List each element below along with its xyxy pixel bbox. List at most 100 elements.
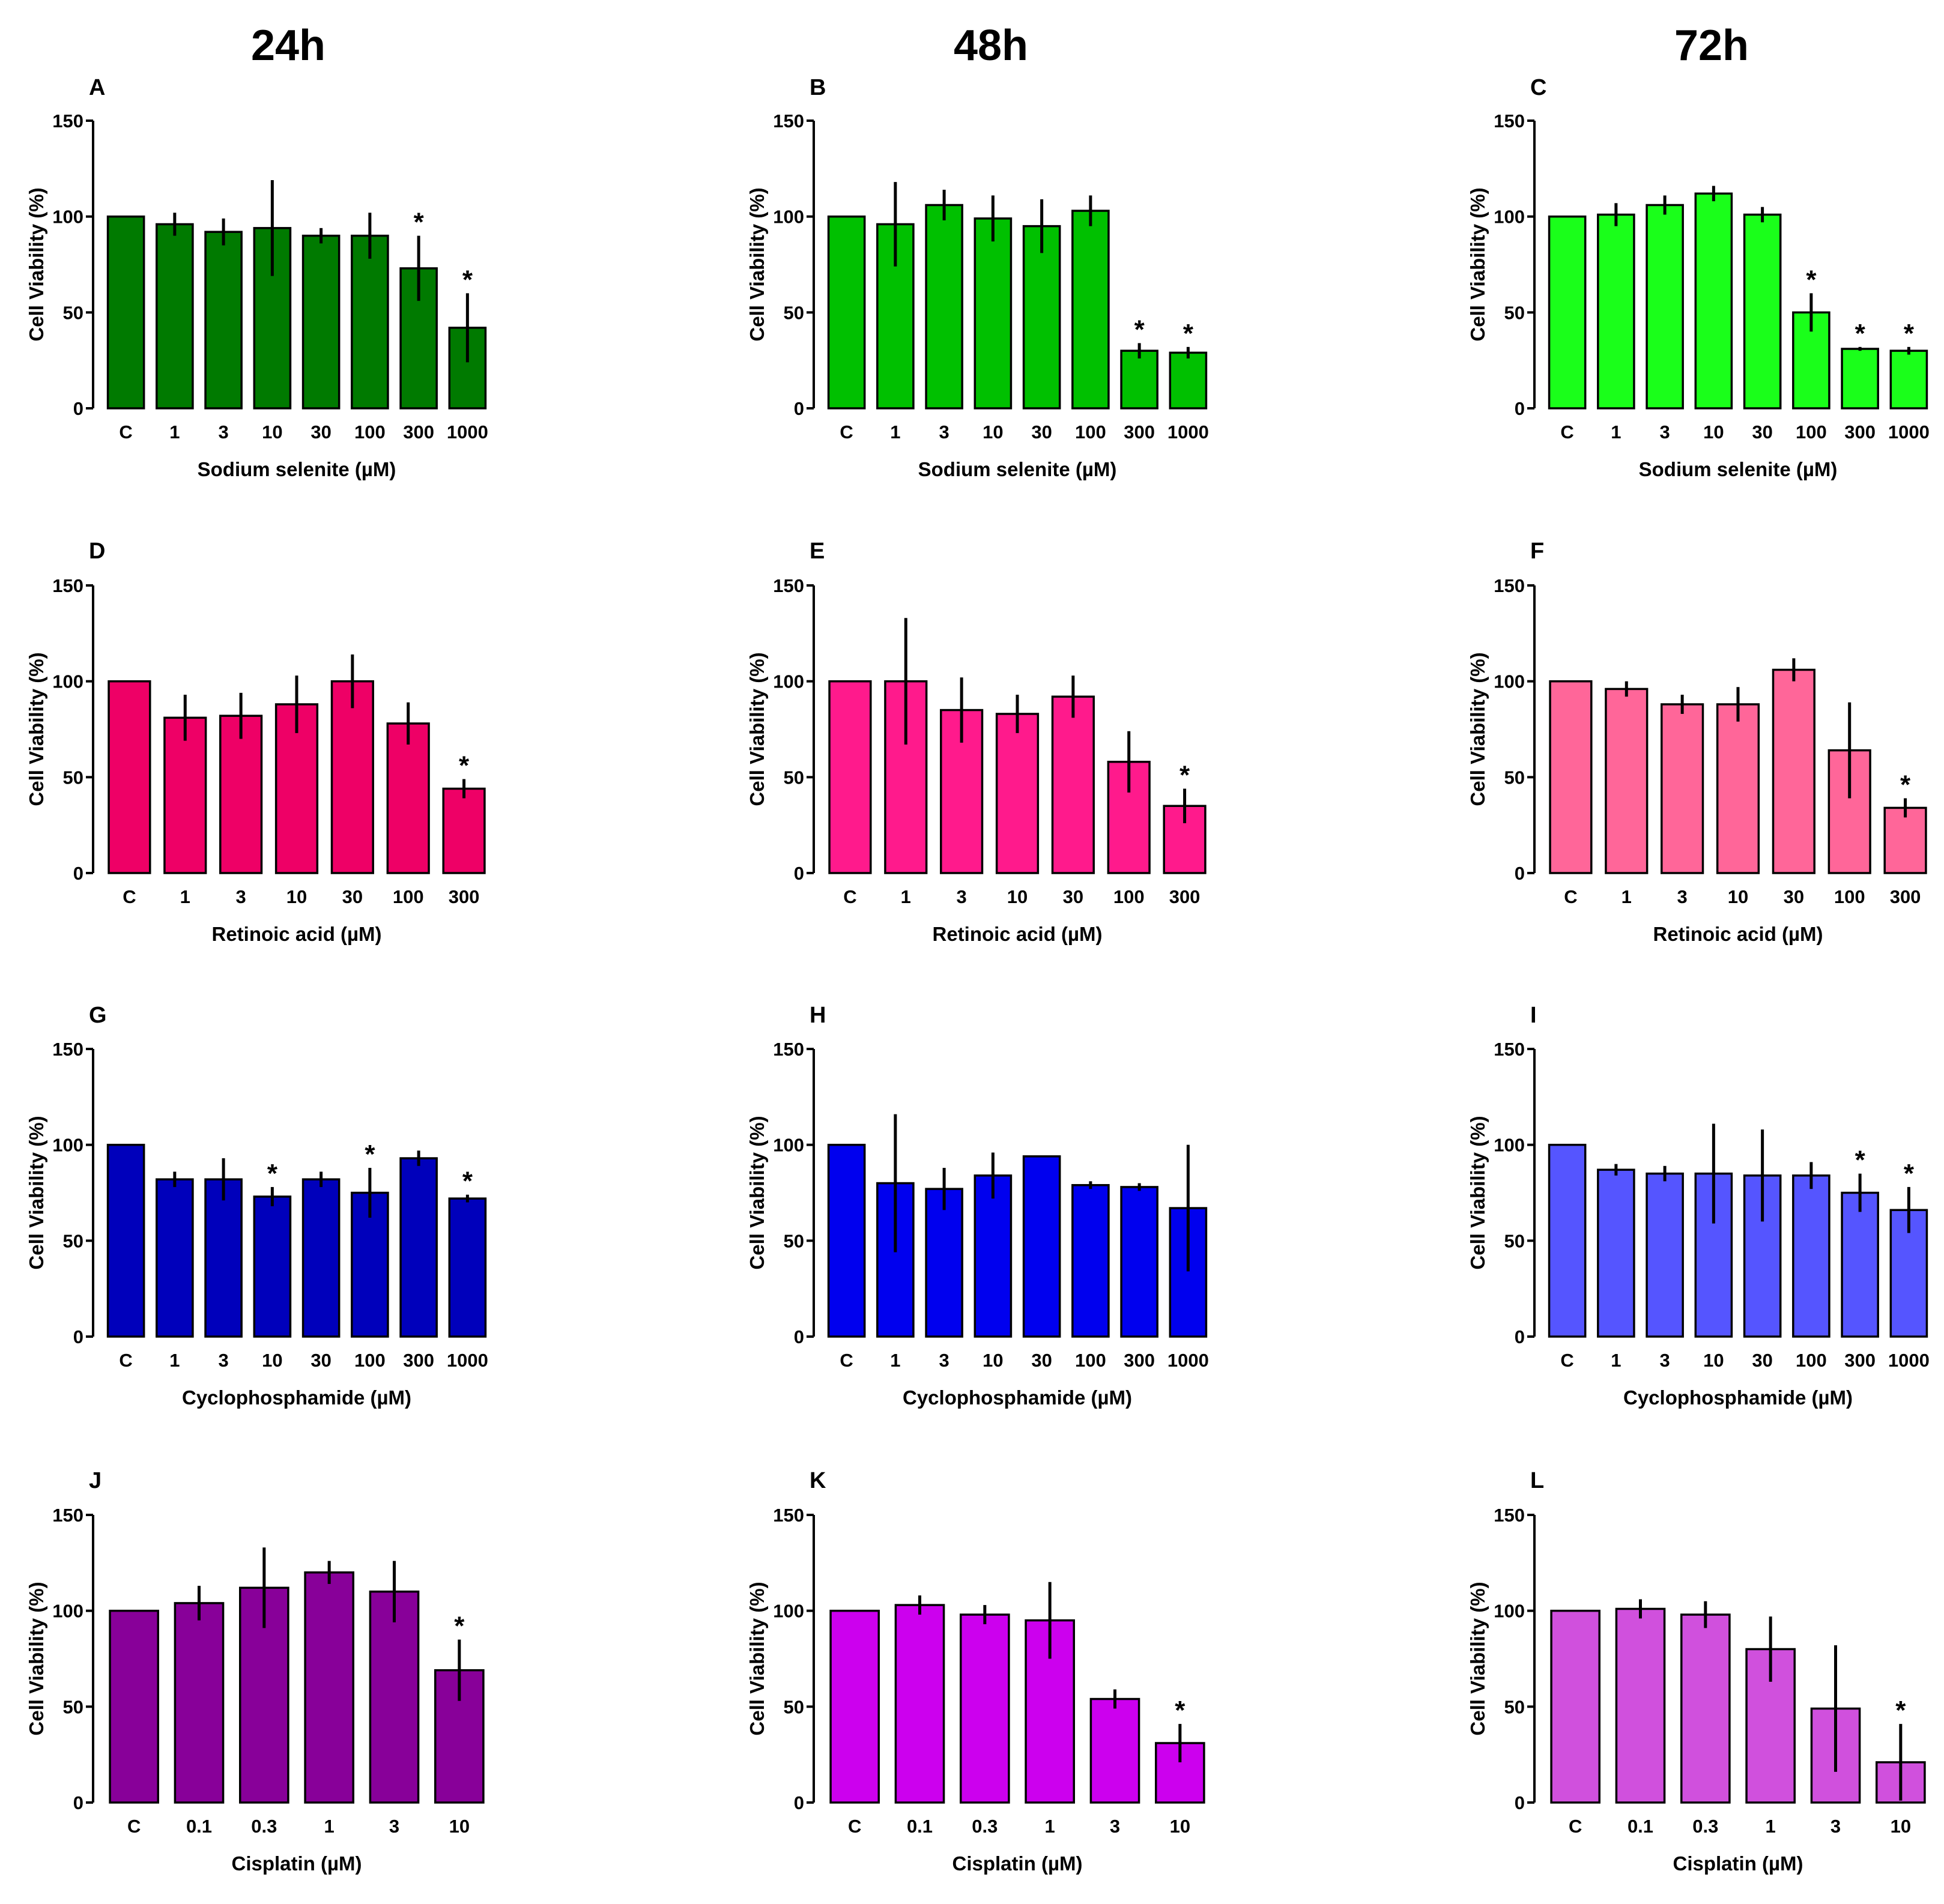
- bar: [1120, 1186, 1158, 1338]
- significance-marker: *: [267, 1159, 278, 1188]
- panel-letter: H: [810, 1003, 826, 1028]
- bar: [1597, 213, 1635, 410]
- x-tick-label: 3: [1830, 1816, 1841, 1837]
- bar: [1163, 805, 1207, 874]
- y-tick-label: 50: [784, 302, 804, 323]
- panel-I: I 0 50 100 150 Cell Viability (%) C 1 3 10 30 100 * 3…: [1467, 1003, 1930, 1409]
- panel-letter: E: [810, 539, 825, 564]
- bar: [301, 1178, 341, 1338]
- x-tick-label: 10: [262, 422, 282, 443]
- bar: [829, 1609, 880, 1804]
- x-tick-label: 30: [310, 422, 331, 443]
- y-tick-label: 50: [63, 1230, 83, 1251]
- bar: [1548, 1143, 1587, 1338]
- y-tick-label: 100: [773, 1601, 804, 1622]
- significance-marker: *: [1895, 1696, 1906, 1725]
- x-tick-label: C: [127, 1816, 141, 1837]
- x-tick-label: 300: [1124, 422, 1155, 443]
- x-tick-label: 1: [1611, 1350, 1621, 1371]
- x-tick-label: 300: [1844, 1350, 1876, 1371]
- y-tick-label: 0: [73, 863, 83, 884]
- x-tick-label: 1000: [1167, 1350, 1209, 1371]
- x-axis-label: Cisplatin (µM): [1673, 1852, 1803, 1875]
- y-axis-label: Cell Viability (%): [1467, 1116, 1489, 1269]
- x-tick-label: 3: [1677, 886, 1688, 907]
- bar: [1022, 225, 1061, 410]
- x-tick-label: 100: [1113, 886, 1145, 907]
- y-tick-label: 50: [1504, 767, 1525, 788]
- bar: [174, 1602, 225, 1804]
- y-axis-label: Cell Viability (%): [746, 652, 768, 806]
- y-tick-label: 100: [1494, 1135, 1525, 1156]
- bar: [1841, 348, 1879, 410]
- bar: [1071, 210, 1110, 410]
- x-tick-label: 1000: [447, 1350, 488, 1371]
- x-tick-label: 100: [354, 422, 386, 443]
- x-axis-label: Sodium selenite (µM): [918, 458, 1117, 480]
- significance-marker: *: [1855, 319, 1866, 348]
- y-tick-label: 100: [773, 671, 804, 692]
- x-tick-label: 10: [1728, 886, 1748, 907]
- y-tick-label: 150: [1494, 1505, 1525, 1526]
- x-tick-label: 300: [1124, 1350, 1155, 1371]
- panel-K: K 0 50 100 150 Cell Viability (%) C 0.1 0.3 1 3 * 10…: [746, 1468, 1205, 1875]
- bar: [1883, 806, 1927, 874]
- panel-D: D 0 50 100 150 Cell Viability (%) C 1 3 10 30 100 * 3…: [25, 539, 486, 945]
- bar: [1743, 213, 1782, 410]
- x-axis-label: Cisplatin (µM): [232, 1852, 362, 1875]
- y-tick-label: 50: [63, 302, 83, 323]
- bar: [1646, 1172, 1684, 1338]
- x-tick-label: 1: [169, 422, 180, 443]
- x-tick-label: C: [848, 1816, 861, 1837]
- x-tick-label: C: [843, 886, 856, 907]
- y-tick-label: 50: [784, 1696, 804, 1717]
- bar: [330, 680, 374, 874]
- bar: [1051, 695, 1095, 874]
- y-tick-label: 100: [773, 1135, 804, 1156]
- y-tick-label: 0: [1515, 398, 1525, 419]
- bar: [1772, 668, 1815, 874]
- significance-marker: *: [1175, 1696, 1185, 1725]
- significance-marker: *: [1855, 1146, 1866, 1175]
- panel-letter: G: [89, 1003, 107, 1028]
- y-tick-label: 50: [1504, 1230, 1525, 1251]
- y-axis-label: Cell Viability (%): [25, 1582, 47, 1735]
- significance-marker: *: [1806, 265, 1817, 294]
- bar: [1548, 215, 1587, 410]
- bar: [107, 680, 151, 874]
- y-tick-label: 50: [63, 767, 83, 788]
- y-axis-label: Cell Viability (%): [25, 1116, 47, 1269]
- y-tick-label: 0: [73, 398, 83, 419]
- panel-B: B 0 50 100 150 Cell Viability (%) C 1 3 10 30 100 * 3…: [746, 75, 1209, 480]
- y-tick-label: 50: [1504, 1696, 1525, 1717]
- y-tick-label: 150: [52, 1505, 83, 1526]
- x-tick-label: 0.1: [186, 1816, 212, 1837]
- x-axis-label: Retinoic acid (µM): [1653, 923, 1823, 945]
- x-tick-label: 1: [1611, 422, 1621, 443]
- x-tick-label: 3: [236, 886, 246, 907]
- bar: [1841, 1191, 1879, 1338]
- bar: [1597, 1168, 1635, 1338]
- significance-marker: *: [1183, 319, 1194, 348]
- y-tick-label: 100: [52, 1135, 83, 1156]
- x-tick-label: 10: [1703, 422, 1724, 443]
- column-title-48h: 48h: [954, 22, 1028, 70]
- x-tick-label: 100: [1834, 886, 1865, 907]
- y-axis-label: Cell Viability (%): [1467, 652, 1489, 806]
- x-tick-label: 10: [983, 1350, 1003, 1371]
- bar: [827, 1143, 866, 1338]
- x-tick-label: 30: [1784, 886, 1804, 907]
- x-tick-label: 100: [1796, 422, 1827, 443]
- bar: [1615, 1607, 1666, 1804]
- bar: [1694, 192, 1733, 410]
- bar: [894, 1604, 945, 1804]
- panel-E: E 0 50 100 150 Cell Viability (%) C 1 3 10 30 100 * 3…: [746, 539, 1207, 945]
- y-tick-label: 150: [52, 110, 83, 131]
- significance-marker: *: [462, 1167, 473, 1196]
- x-tick-label: 1: [1622, 886, 1632, 907]
- significance-marker: *: [414, 208, 425, 237]
- x-tick-label: 300: [403, 422, 434, 443]
- x-tick-label: C: [1564, 886, 1577, 907]
- y-tick-label: 150: [52, 1039, 83, 1060]
- x-tick-label: 300: [403, 1350, 434, 1371]
